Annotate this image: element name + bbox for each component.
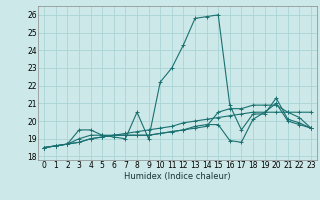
X-axis label: Humidex (Indice chaleur): Humidex (Indice chaleur) — [124, 172, 231, 181]
